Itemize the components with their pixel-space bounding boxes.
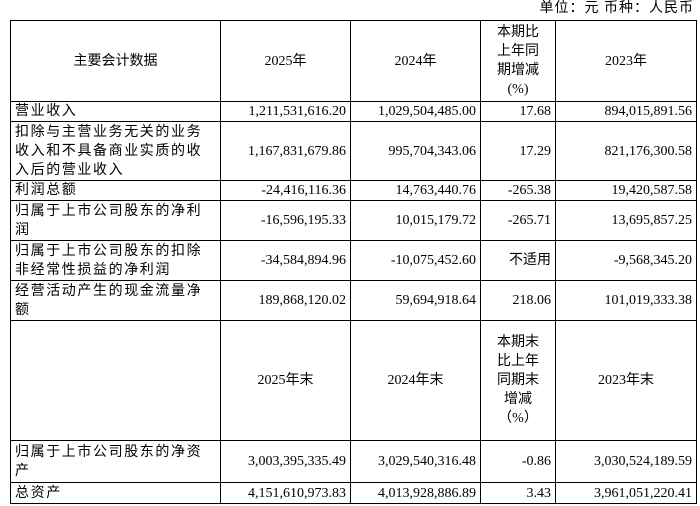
row-label: 归属于上市公司股东的净利润 (10, 200, 221, 241)
row-label: 经营活动产生的现金流量净额 (10, 280, 221, 321)
cell-value: 1,029,504,485.00 (350, 101, 481, 122)
cell-value: 821,176,300.58 (555, 121, 697, 181)
cell-value: 3,003,395,335.49 (220, 440, 351, 483)
data-row: 归属于上市公司股东的净资产 3,003,395,335.49 3,029,540,3… (10, 440, 697, 483)
header-cell: 2023年末 (555, 320, 697, 441)
cell-value: 19,420,587.58 (555, 180, 697, 201)
cell-value: 4,151,610,973.83 (220, 482, 351, 504)
row-label: 总资产 (10, 482, 221, 504)
header-row: 主要会计数据 2025年 2024年 本期比上年同期增减(%) 2023年 (10, 20, 697, 102)
data-row: 总资产 4,151,610,973.83 4,013,928,886.89 3.43 3… (10, 482, 697, 504)
header-cell: 2025年 (220, 20, 351, 102)
header-text: 主要会计数据 (73, 53, 158, 69)
cell-value: 1,211,531,616.20 (220, 101, 351, 122)
header-cell: 2024年末 (350, 320, 481, 441)
cell-value: -24,416,116.36 (220, 180, 351, 201)
cell-value: 894,015,891.56 (555, 101, 697, 122)
cell-value: -34,584,894.96 (220, 240, 351, 281)
header-text: 2024年末 (387, 373, 444, 388)
cell-value: 1,167,831,679.86 (220, 121, 351, 181)
cell-value: 3,029,540,316.48 (350, 440, 481, 483)
header-text: 本期末比上年同期末增减（%） (497, 335, 539, 426)
cell-value: 59,694,918.64 (350, 280, 481, 321)
header-cell: 主要会计数据 (10, 20, 221, 102)
header-text: 2024年 (394, 53, 437, 69)
unit-note: 单位：元 币种：人民币 (539, 1, 694, 16)
cell-value: -265.38 (480, 180, 556, 201)
cell-value: 10,015,179.72 (350, 200, 481, 241)
header-text: 2025年末 (257, 373, 314, 388)
header-text: 2023年末 (598, 373, 654, 388)
cell-value: -265.71 (480, 200, 556, 241)
cell-value: 13,695,857.25 (555, 200, 697, 241)
header-text: 本期比上年同期增减(%) (497, 25, 539, 97)
cell-value: 不适用 (480, 240, 556, 281)
row-label: 营业收入 (10, 101, 221, 122)
header-row: 2025年末 2024年末 本期末比上年同期末增减（%） 2023年末 (10, 320, 697, 441)
data-row: 扣除与主营业务无关的业务收入和不具备商业实质的收入后的营业收入 1,167,831… (10, 121, 697, 181)
cell-value: 218.06 (480, 280, 556, 321)
cell-value: -16,596,195.33 (220, 200, 351, 241)
row-label: 扣除与主营业务无关的业务收入和不具备商业实质的收入后的营业收入 (10, 121, 221, 181)
data-table: 主要会计数据 2025年 2024年 本期比上年同期增减(%) 2023年营业收入 1,2… (10, 20, 697, 504)
row-label: 利润总额 (10, 180, 221, 201)
header-cell: 本期末比上年同期末增减（%） (480, 320, 556, 441)
row-label: 归属于上市公司股东的净资产 (10, 440, 221, 483)
cell-value: -0.86 (480, 440, 556, 483)
data-row: 经营活动产生的现金流量净额 189,868,120.02 59,694,918.64… (10, 280, 697, 321)
header-cell (10, 320, 221, 441)
cell-value: 3,961,051,220.41 (555, 482, 697, 504)
cell-value: 3.43 (480, 482, 556, 504)
cell-value: 17.29 (480, 121, 556, 181)
data-row: 归属于上市公司股东的净利润 -16,596,195.33 10,015,179.72… (10, 200, 697, 241)
cell-value: 995,704,343.06 (350, 121, 481, 181)
cell-value: 101,019,333.38 (555, 280, 697, 321)
cell-value: 3,030,524,189.59 (555, 440, 697, 483)
header-cell: 本期比上年同期增减(%) (480, 20, 556, 102)
cell-value: -9,568,345.20 (555, 240, 697, 281)
cell-value: 17.68 (480, 101, 556, 122)
cell-value: 189,868,120.02 (220, 280, 351, 321)
row-label: 归属于上市公司股东的扣除非经常性损益的净利润 (10, 240, 221, 281)
data-row: 归属于上市公司股东的扣除非经常性损益的净利润 -34,584,894.96 -10,… (10, 240, 697, 281)
header-cell: 2023年 (555, 20, 697, 102)
header-cell: 2025年末 (220, 320, 351, 441)
header-text: 2023年 (605, 53, 647, 69)
cell-value: 4,013,928,886.89 (350, 482, 481, 504)
cell-value: 14,763,440.76 (350, 180, 481, 201)
data-row: 营业收入 1,211,531,616.20 1,029,504,485.00 17.6… (10, 101, 697, 122)
cell-value: -10,075,452.60 (350, 240, 481, 281)
header-text: 2025年 (264, 53, 307, 69)
header-cell: 2024年 (350, 20, 481, 102)
data-row: 利润总额 -24,416,116.36 14,763,440.76 -265.38 19… (10, 180, 697, 201)
